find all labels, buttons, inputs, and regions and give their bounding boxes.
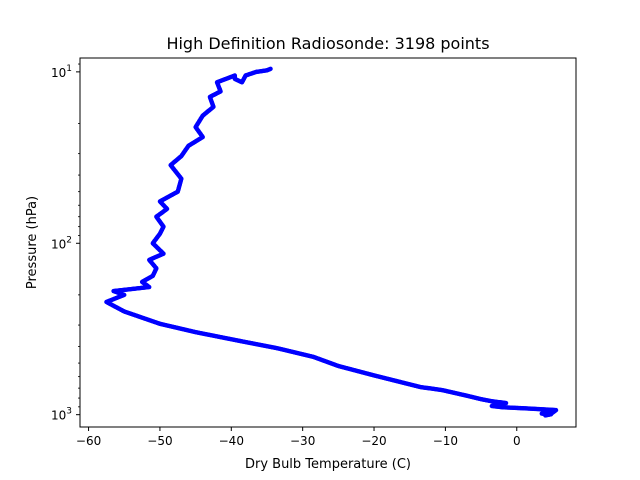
- y-axis: 101 102 103: [51, 63, 80, 423]
- x-tick-label: −40: [219, 434, 244, 448]
- x-tick-label: −50: [147, 434, 172, 448]
- data-series: [104, 66, 559, 418]
- x-tick-label: −20: [361, 434, 386, 448]
- x-axis: −60 −50 −40 −30 −20 −10 0: [76, 427, 521, 448]
- data-point: [268, 66, 273, 72]
- y-tick-label: 102: [51, 235, 72, 251]
- y-axis-label: Pressure (hPa): [25, 196, 40, 289]
- y-tick-label: 101: [51, 64, 72, 80]
- y-tick-label: 103: [51, 407, 72, 423]
- x-tick-label: −60: [76, 434, 101, 448]
- x-tick-label: −10: [433, 434, 458, 448]
- x-tick-label: 0: [513, 434, 521, 448]
- chart-title: High Definition Radiosonde: 3198 points: [166, 34, 489, 53]
- x-axis-label: Dry Bulb Temperature (C): [245, 457, 411, 472]
- x-tick-label: −30: [290, 434, 315, 448]
- plot-area-frame: [79, 57, 577, 428]
